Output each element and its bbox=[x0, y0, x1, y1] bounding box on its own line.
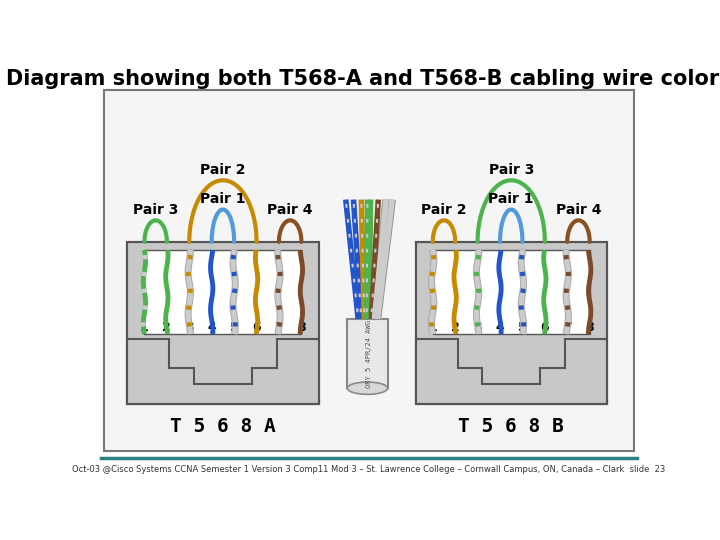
Bar bbox=[415, 339, 458, 403]
Text: 5: 5 bbox=[518, 321, 527, 334]
Text: 3: 3 bbox=[185, 321, 194, 334]
Text: 7: 7 bbox=[274, 321, 284, 334]
Bar bbox=[145, 250, 302, 334]
Bar bbox=[276, 339, 319, 403]
Text: 1: 1 bbox=[428, 321, 437, 334]
Text: Pair 1: Pair 1 bbox=[488, 192, 534, 206]
Text: Diagram showing both T568-A and T568-B cabling wire colors: Diagram showing both T568-A and T568-B c… bbox=[6, 69, 720, 89]
Ellipse shape bbox=[347, 382, 387, 394]
Bar bbox=[415, 242, 607, 403]
Text: 3: 3 bbox=[473, 321, 482, 334]
Text: Pair 4: Pair 4 bbox=[267, 203, 313, 217]
Text: 8: 8 bbox=[585, 321, 594, 334]
Text: 5: 5 bbox=[230, 321, 238, 334]
Bar bbox=[127, 339, 169, 403]
Text: ORY 5 4PR/24 AWG: ORY 5 4PR/24 AWG bbox=[366, 320, 372, 388]
Text: 6: 6 bbox=[541, 321, 549, 334]
Text: 2: 2 bbox=[451, 321, 459, 334]
Text: 2: 2 bbox=[163, 321, 171, 334]
Polygon shape bbox=[127, 339, 319, 403]
Bar bbox=[127, 242, 319, 403]
Polygon shape bbox=[415, 339, 607, 403]
Text: 6: 6 bbox=[252, 321, 261, 334]
Text: Oct-03 @Cisco Systems CCNA Semester 1 Version 3 Comp11 Mod 3 – St. Lawrence Coll: Oct-03 @Cisco Systems CCNA Semester 1 Ve… bbox=[73, 464, 665, 474]
Text: Pair 4: Pair 4 bbox=[556, 203, 601, 217]
Text: T 5 6 8 B: T 5 6 8 B bbox=[459, 417, 564, 436]
Text: Pair 3: Pair 3 bbox=[489, 163, 534, 177]
Bar bbox=[347, 319, 387, 388]
Text: Pair 2: Pair 2 bbox=[421, 203, 467, 217]
Bar bbox=[127, 242, 319, 403]
Text: 7: 7 bbox=[563, 321, 572, 334]
Bar bbox=[564, 339, 607, 403]
Text: 4: 4 bbox=[207, 321, 216, 334]
Bar bbox=[415, 242, 607, 403]
Text: Pair 1: Pair 1 bbox=[200, 192, 246, 206]
Text: 4: 4 bbox=[495, 321, 505, 334]
Text: Pair 2: Pair 2 bbox=[200, 163, 246, 177]
Text: 8: 8 bbox=[297, 321, 306, 334]
Bar bbox=[433, 250, 590, 334]
Text: 1: 1 bbox=[140, 321, 149, 334]
Text: Pair 3: Pair 3 bbox=[133, 203, 179, 217]
Bar bbox=[104, 90, 634, 450]
Text: T 5 6 8 A: T 5 6 8 A bbox=[170, 417, 276, 436]
